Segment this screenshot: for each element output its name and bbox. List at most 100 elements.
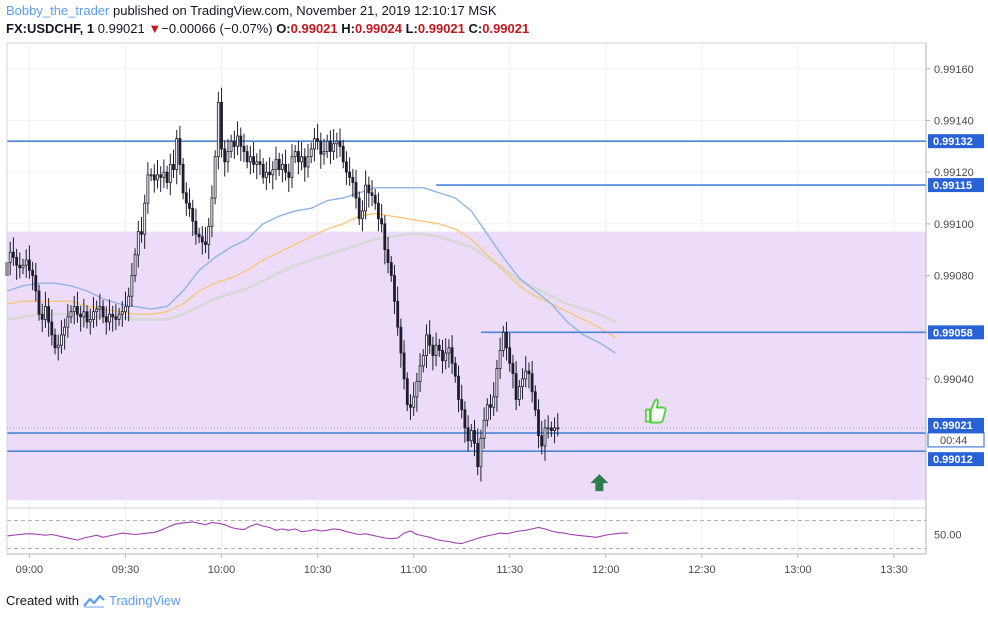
candle-body <box>60 334 63 346</box>
candle-body <box>172 163 175 170</box>
candle-body <box>412 396 416 408</box>
price-axis[interactable]: 0.99160 0.99140 0.99120 0.99100 0.99080 0.990… <box>926 64 985 542</box>
candle-body <box>316 138 320 142</box>
candle-body <box>533 391 537 411</box>
candle-body <box>463 409 467 429</box>
candle-body <box>165 171 169 183</box>
change-value: −0.00066 (−0.07%) <box>161 21 273 36</box>
candle-body <box>309 148 313 157</box>
candle-body <box>344 161 348 173</box>
candle-body <box>498 349 502 369</box>
candle-body <box>492 396 496 408</box>
candle-body <box>184 192 188 204</box>
candle-body <box>540 435 544 447</box>
countdown-label: 00:44 <box>940 435 968 447</box>
candle-body <box>373 194 377 204</box>
candle-body <box>146 174 150 204</box>
candle-body <box>364 184 368 212</box>
last-price: 0.99021 <box>97 21 145 36</box>
candle-body <box>200 236 204 243</box>
author-link[interactable]: Bobby_the_trader <box>6 3 110 18</box>
markers <box>590 398 667 492</box>
candle-body <box>47 306 50 323</box>
time-tick-label: 13:00 <box>784 564 812 576</box>
candle-body <box>501 331 505 351</box>
candle-body <box>351 176 355 183</box>
candle-body <box>18 264 22 269</box>
ema-line-1 <box>6 186 616 354</box>
candle-body <box>159 174 163 178</box>
time-tick-label: 12:30 <box>688 564 716 576</box>
candle-body <box>332 143 336 152</box>
price-tick-label: 0.99120 <box>934 167 974 179</box>
candle-body <box>236 135 240 147</box>
candle-body <box>425 334 428 356</box>
candle-body <box>367 184 371 194</box>
tradingview-link[interactable]: TradingView <box>108 593 181 608</box>
candle-body <box>553 427 556 431</box>
level-badge-bg <box>928 134 984 149</box>
candle-body <box>274 158 278 171</box>
candle-body <box>133 254 137 276</box>
candle-body <box>466 427 470 442</box>
high-label: H: <box>341 21 355 36</box>
rsi-pane <box>6 507 926 549</box>
candle-body <box>88 318 92 323</box>
candle-body <box>117 313 121 320</box>
candle-body <box>527 370 531 375</box>
candle-body <box>82 311 86 318</box>
candle-body <box>69 311 73 318</box>
candle-body <box>223 148 227 163</box>
candle-body <box>226 151 230 163</box>
candle-body <box>252 156 256 165</box>
candle-body <box>418 365 422 382</box>
arrow-up-icon <box>590 474 609 492</box>
candle-body <box>434 344 438 356</box>
candle-body <box>34 275 38 292</box>
candle-body <box>197 233 201 238</box>
created-with-label: Created with <box>6 593 79 608</box>
candle-body <box>271 169 275 176</box>
candle-body <box>476 442 480 467</box>
candle-body <box>268 171 272 176</box>
time-tick-label: 11:00 <box>400 564 427 576</box>
candle-body <box>325 140 329 152</box>
candle-body <box>444 352 448 362</box>
price-chart[interactable]: 0.99160 0.99140 0.99120 0.99100 0.99080 0.990… <box>0 0 988 585</box>
candle-body <box>85 311 89 323</box>
candle-body <box>517 386 521 400</box>
candle-body <box>300 156 304 163</box>
candle-body <box>482 419 486 439</box>
level-badge: 0.99012 <box>933 454 973 466</box>
publish-info: published on TradingView.com, November 2… <box>112 3 497 18</box>
footer: Created with TradingView <box>6 593 181 608</box>
candle-body <box>140 231 143 235</box>
candle-body <box>162 171 166 178</box>
candle-body <box>537 409 540 436</box>
time-tick-label: 13:30 <box>880 564 908 576</box>
price-tick-label: 0.99100 <box>934 219 974 231</box>
candle-body <box>280 163 284 170</box>
candle-body <box>210 197 214 227</box>
down-triangle-icon: ▼ <box>148 21 162 36</box>
candle-body <box>40 313 44 320</box>
time-axis[interactable]: 09:00 09:30 10:00 10:30 11:00 11:30 12:00 12:30… <box>16 554 908 576</box>
time-tick-label: 10:30 <box>304 564 332 576</box>
candle-body <box>348 171 352 178</box>
candle-body <box>76 306 79 315</box>
candle-body <box>101 306 105 318</box>
candles <box>5 87 560 482</box>
candle-body <box>56 344 60 349</box>
candle-body <box>521 378 524 387</box>
candle-body <box>248 156 252 163</box>
candle-body <box>50 321 54 336</box>
candle-body <box>460 399 464 411</box>
time-tick-label: 11:30 <box>496 564 523 576</box>
candle-body <box>130 275 134 297</box>
candle-body <box>21 264 25 269</box>
candle-body <box>389 262 393 276</box>
price-tick-label: 0.99160 <box>934 64 974 76</box>
open-value: 0.99021 <box>290 21 338 36</box>
candle-body <box>79 313 82 318</box>
candle-body <box>63 326 66 336</box>
